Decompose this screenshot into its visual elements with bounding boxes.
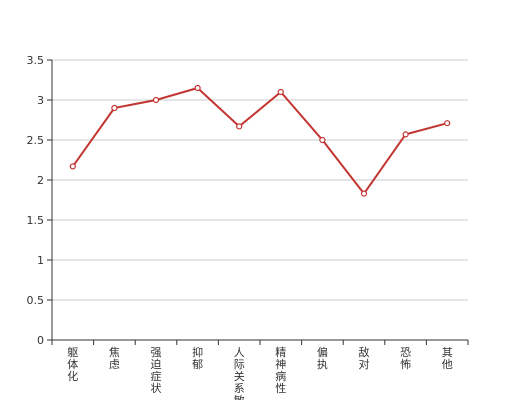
axes bbox=[47, 59, 469, 345]
y-tick-labels: 0 0.5 1 1.5 2 2.5 3 3.5 bbox=[27, 54, 45, 347]
x-tick-label: 精神病性 bbox=[275, 346, 286, 395]
x-tick-label: 强迫症状 bbox=[151, 346, 162, 395]
data-point[interactable] bbox=[69, 163, 76, 170]
y-tick-label: 2.5 bbox=[27, 134, 45, 147]
data-point[interactable] bbox=[152, 96, 160, 104]
x-tick-label: 躯体化 bbox=[67, 346, 78, 383]
data-point[interactable] bbox=[277, 88, 284, 96]
x-tick-labels: 躯体化 焦虑 强迫症状 抑郁 人际关系敏感 精神病性 偏执 敌对 恐怖 其他 bbox=[67, 345, 452, 400]
data-point[interactable] bbox=[194, 84, 201, 92]
x-tick-label: 焦虑 bbox=[109, 346, 120, 371]
y-tick-label: 0 bbox=[37, 334, 44, 347]
x-tick-label: 人际关系敏感 bbox=[234, 346, 245, 400]
x-tick-label: 偏执 bbox=[317, 345, 328, 371]
y-tick-label: 1.5 bbox=[27, 214, 45, 227]
data-point[interactable] bbox=[360, 190, 368, 197]
data-point[interactable] bbox=[444, 120, 451, 127]
data-point[interactable] bbox=[111, 104, 118, 112]
y-tick-label: 1 bbox=[37, 254, 44, 267]
y-tick-label: 3.5 bbox=[27, 54, 45, 67]
x-tick-label: 恐怖 bbox=[400, 346, 411, 371]
y-tick-label: 3 bbox=[37, 94, 44, 107]
data-point[interactable] bbox=[236, 123, 243, 130]
series-line bbox=[71, 87, 448, 195]
x-tick-label: 抑郁 bbox=[192, 345, 203, 371]
series-layer bbox=[69, 84, 451, 197]
data-point[interactable] bbox=[402, 131, 409, 138]
y-tick-label: 2 bbox=[37, 174, 44, 187]
grid-lines bbox=[52, 59, 468, 301]
data-point[interactable] bbox=[319, 136, 326, 144]
x-tick-label: 其他 bbox=[442, 346, 453, 371]
y-tick-label: 0.5 bbox=[27, 294, 45, 307]
x-tick-label: 敌对 bbox=[359, 345, 370, 371]
